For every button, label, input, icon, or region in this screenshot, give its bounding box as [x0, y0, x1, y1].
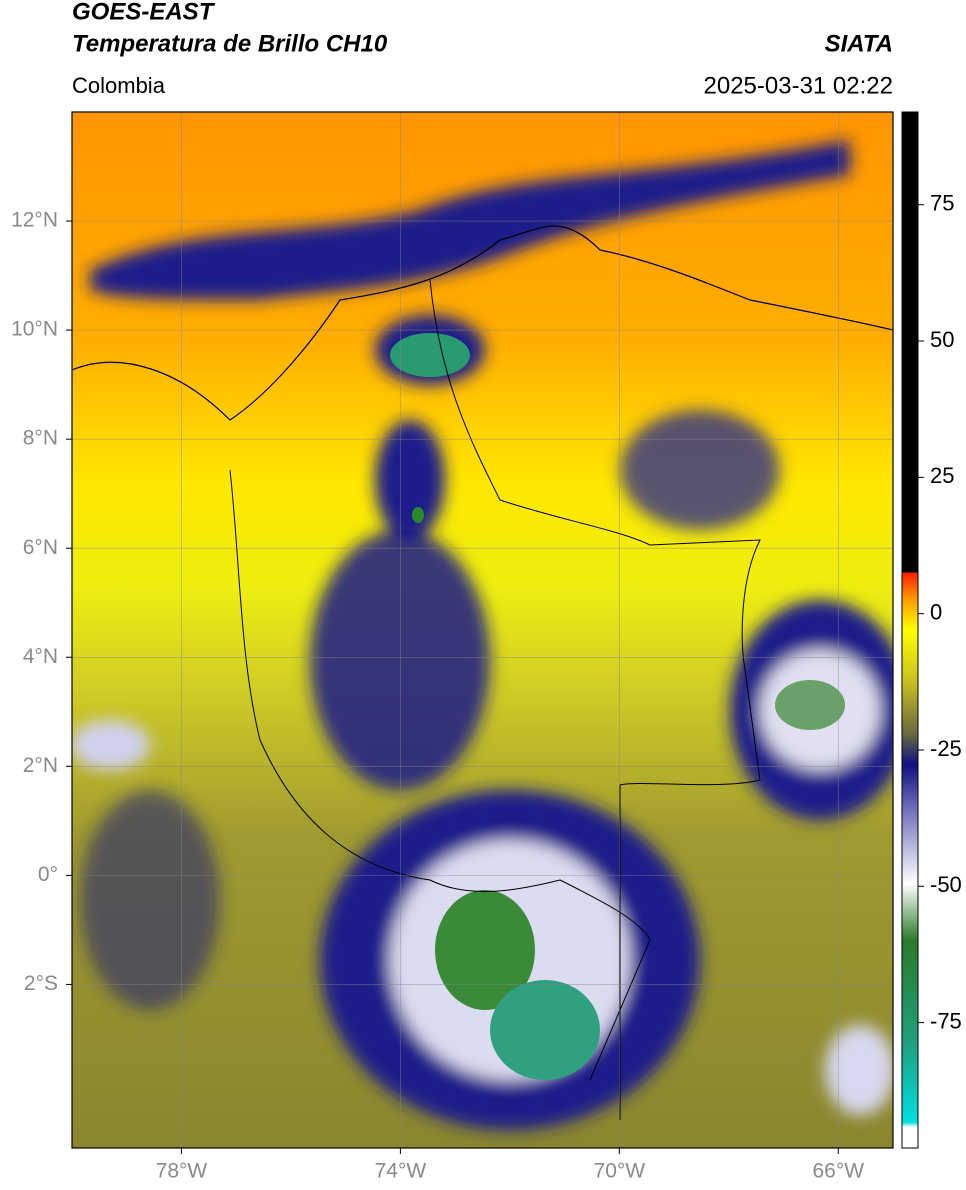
- x-tick-label: 78°W: [156, 1160, 208, 1183]
- y-tick-label: 4°N: [23, 645, 58, 668]
- y-tick-label: 2°S: [24, 972, 58, 995]
- colorbar-tick-label: 50: [930, 327, 954, 352]
- colorbar-tick-label: 25: [930, 463, 954, 488]
- subtitle: Temperatura de Brillo CH10: [72, 30, 388, 57]
- colorbar-tick-label: 75: [930, 191, 954, 216]
- region: Colombia: [72, 73, 166, 98]
- title: GOES-EAST: [72, 0, 216, 25]
- x-tick-label: 70°W: [594, 1160, 646, 1183]
- graticule: [72, 112, 893, 1148]
- y-tick-label: 6°N: [23, 536, 58, 559]
- x-tick-label: 74°W: [375, 1160, 427, 1183]
- y-tick-label: 12°N: [11, 209, 58, 232]
- source: SIATA: [825, 30, 893, 57]
- datetime: 2025-03-31 02:22: [704, 72, 894, 99]
- colorbar-tick-label: -75: [930, 1008, 962, 1033]
- y-tick-label: 2°N: [23, 754, 58, 777]
- colorbar: [901, 111, 919, 1149]
- y-tick-label: 10°N: [11, 318, 58, 341]
- colorbar-tick-label: -50: [930, 872, 962, 897]
- colorbar-tick-label: 0: [930, 599, 942, 624]
- y-tick-label: 8°N: [23, 427, 58, 450]
- colorbar-tick-label: -25: [930, 736, 962, 761]
- x-tick-label: 66°W: [812, 1160, 864, 1183]
- satellite-image: [72, 112, 893, 1148]
- y-tick-label: 0°: [38, 863, 58, 886]
- map-frame: [71, 111, 894, 1149]
